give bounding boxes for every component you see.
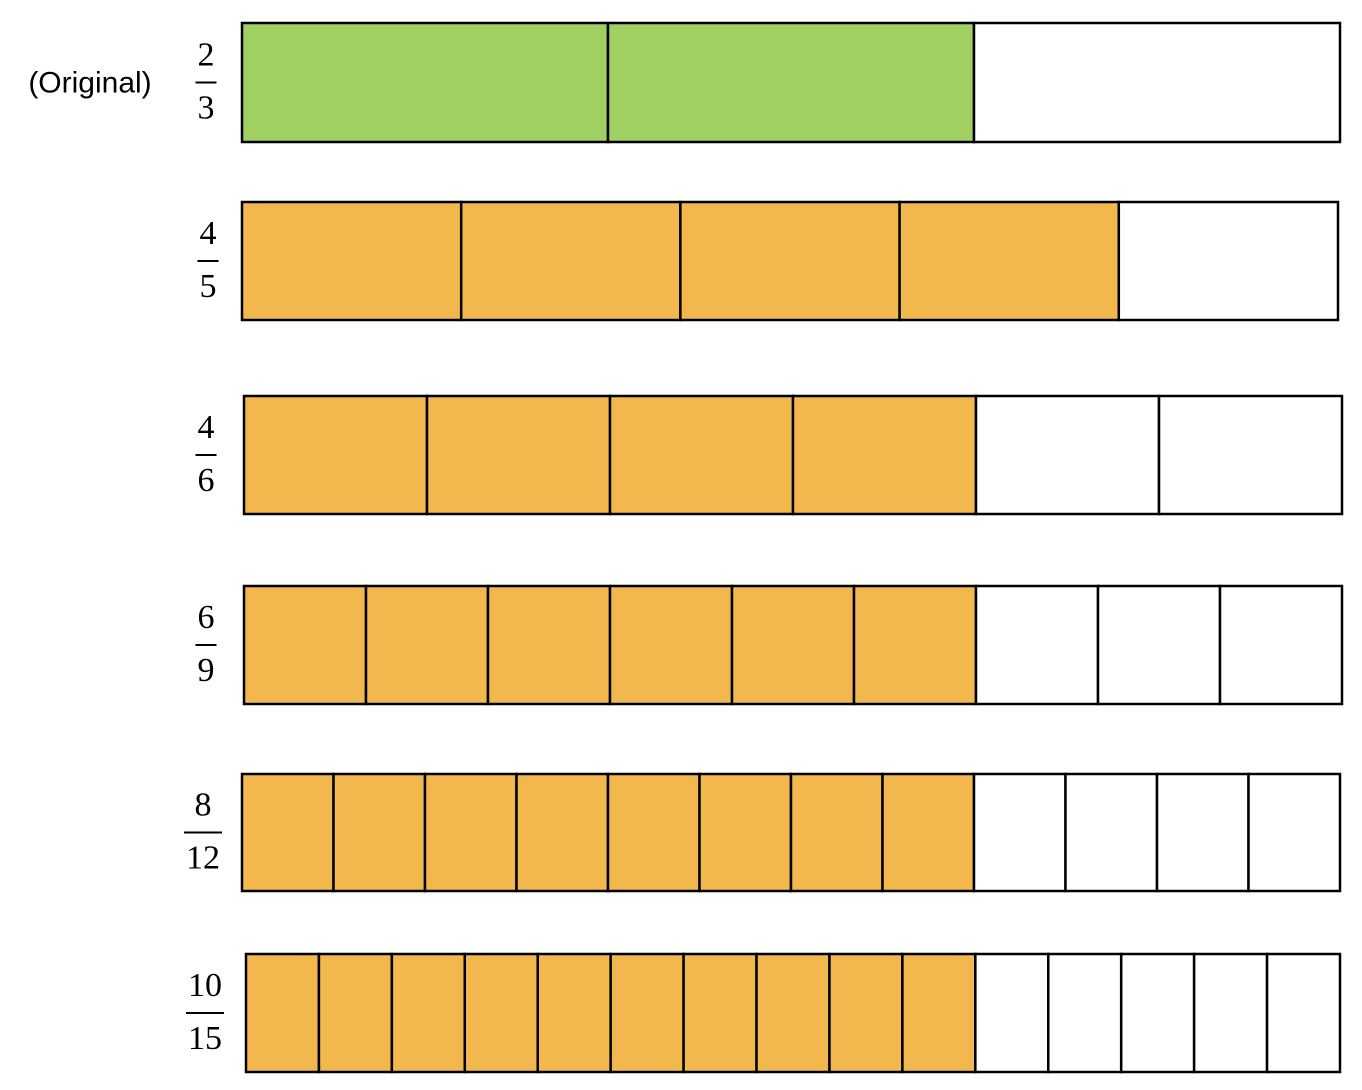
numerator: 6 [198, 599, 215, 636]
fraction-cell [242, 394, 429, 516]
fraction-cell [1119, 952, 1196, 1074]
fraction-cell [1064, 772, 1159, 893]
denominator: 3 [198, 89, 215, 126]
fraction-cell [536, 952, 612, 1074]
fraction-cell [515, 772, 610, 893]
fraction-cell [730, 584, 856, 706]
denominator: 5 [200, 268, 217, 305]
denominator: 12 [186, 839, 220, 876]
fraction-cell [898, 200, 1121, 322]
fraction-cell [364, 584, 490, 706]
fraction-cell [390, 952, 467, 1074]
fraction-cell [1157, 394, 1344, 516]
fraction-cell [425, 394, 612, 516]
fraction-cell [1218, 584, 1344, 706]
fraction-cell [698, 772, 793, 893]
denominator: 15 [188, 1020, 222, 1057]
numerator: 4 [198, 409, 215, 446]
fraction-cell [974, 394, 1161, 516]
numerator: 2 [198, 36, 215, 73]
fraction-cell [828, 952, 904, 1074]
fraction-cell [606, 21, 976, 144]
fraction-cell [1155, 772, 1250, 893]
numerator: 8 [195, 786, 212, 823]
fraction-cell [852, 584, 978, 706]
fraction-cell [317, 952, 394, 1074]
fraction-cell [606, 772, 701, 893]
fraction-cell [755, 952, 831, 1074]
numerator: 10 [188, 967, 222, 1004]
fraction-cell [240, 21, 610, 144]
fraction-cell [682, 952, 758, 1074]
fraction-cell [463, 952, 539, 1074]
fraction-cell [608, 584, 734, 706]
fraction-cell [791, 394, 978, 516]
fraction-cell [972, 21, 1342, 144]
fraction-cell [244, 952, 321, 1074]
fraction-cell [1117, 200, 1340, 322]
fraction-cell [789, 772, 884, 893]
fraction-cell [974, 952, 1050, 1074]
fraction-cell [1192, 952, 1269, 1074]
fraction-cell [609, 952, 685, 1074]
fraction-cell [881, 772, 976, 893]
fraction-cell [679, 200, 901, 322]
fraction-cell [1247, 772, 1342, 893]
fraction-cell [242, 584, 368, 706]
fraction-cell [332, 772, 427, 893]
fraction-cell [459, 200, 682, 322]
fraction-cell [423, 772, 518, 893]
numerator: 4 [200, 215, 217, 252]
denominator: 9 [198, 652, 215, 689]
fraction-cell [972, 772, 1067, 893]
fraction-cell [240, 772, 335, 893]
fraction-cell [1047, 952, 1123, 1074]
row-label: (Original) [28, 66, 151, 99]
fraction-cell [486, 584, 612, 706]
denominator: 6 [198, 462, 215, 499]
fraction-cell [901, 952, 977, 1074]
fraction-cell [1265, 952, 1342, 1074]
fraction-cell [974, 584, 1100, 706]
fraction-cell [608, 394, 795, 516]
fraction-cell [240, 200, 463, 322]
fraction-cell [1096, 584, 1222, 706]
